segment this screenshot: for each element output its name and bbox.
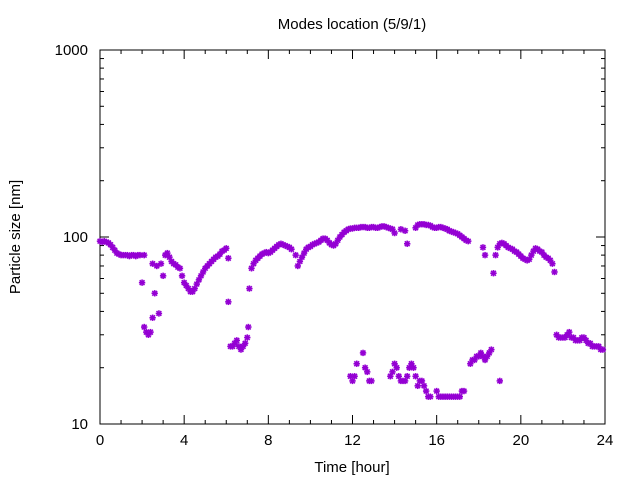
data-point bbox=[149, 314, 156, 321]
data-point bbox=[225, 298, 232, 306]
points-layer bbox=[96, 221, 607, 400]
data-point bbox=[155, 310, 163, 317]
data-point bbox=[359, 349, 367, 357]
data-point bbox=[140, 251, 148, 259]
data-point bbox=[246, 285, 253, 292]
data-point bbox=[351, 373, 358, 380]
x-tick-label: 20 bbox=[512, 432, 529, 449]
data-point bbox=[420, 382, 428, 390]
data-point bbox=[176, 265, 184, 272]
data-point bbox=[422, 387, 430, 395]
y-tick-label: 10 bbox=[71, 416, 88, 433]
x-tick-label: 12 bbox=[344, 432, 361, 449]
data-point bbox=[389, 368, 396, 376]
data-point bbox=[223, 245, 230, 252]
data-point bbox=[157, 260, 165, 267]
data-point bbox=[147, 328, 154, 336]
data-point bbox=[288, 246, 295, 253]
data-point bbox=[368, 377, 375, 385]
data-point bbox=[225, 255, 232, 262]
data-point bbox=[404, 240, 411, 247]
data-point bbox=[244, 334, 251, 341]
data-point bbox=[401, 227, 409, 234]
data-point bbox=[433, 387, 440, 395]
data-point bbox=[178, 272, 186, 280]
data-point bbox=[465, 237, 472, 245]
x-tick-label: 16 bbox=[428, 432, 445, 449]
data-point bbox=[245, 323, 252, 331]
x-tick-label: 0 bbox=[96, 432, 104, 449]
data-point bbox=[292, 251, 299, 259]
data-point bbox=[566, 328, 573, 336]
chart-title: Modes location (5/9/1) bbox=[278, 16, 426, 33]
data-point bbox=[496, 377, 503, 385]
data-point bbox=[490, 270, 497, 277]
data-point bbox=[551, 268, 558, 276]
data-point bbox=[410, 364, 417, 371]
data-point bbox=[241, 340, 249, 347]
data-point bbox=[418, 377, 426, 385]
data-point bbox=[492, 251, 499, 259]
y-tick-label: 100 bbox=[63, 229, 88, 246]
data-point bbox=[412, 373, 419, 380]
x-tick-label: 4 bbox=[180, 432, 188, 449]
ticks-layer: 0 4 8 12 16 20 24 10 100 1000 bbox=[55, 42, 614, 449]
data-point bbox=[140, 323, 148, 331]
x-axis-label: Time [hour] bbox=[314, 459, 389, 476]
data-point bbox=[393, 364, 400, 371]
data-point bbox=[549, 260, 556, 267]
data-point bbox=[138, 279, 146, 286]
data-point bbox=[427, 393, 434, 400]
data-point bbox=[233, 337, 240, 344]
data-point bbox=[404, 373, 411, 380]
data-point bbox=[391, 229, 398, 237]
data-point bbox=[364, 368, 371, 376]
data-point bbox=[159, 272, 167, 280]
x-tick-label: 8 bbox=[264, 432, 272, 449]
x-tick-label: 24 bbox=[597, 432, 614, 449]
data-point bbox=[460, 387, 468, 395]
data-point bbox=[414, 382, 421, 390]
y-tick-label: 1000 bbox=[55, 42, 88, 59]
plot-frame bbox=[99, 49, 606, 425]
data-point bbox=[151, 290, 158, 297]
data-point bbox=[599, 346, 607, 353]
y-axis-label: Particle size [nm] bbox=[7, 180, 24, 294]
data-point bbox=[479, 244, 487, 251]
data-point bbox=[353, 360, 360, 367]
data-point bbox=[488, 346, 495, 353]
data-point bbox=[456, 393, 464, 400]
data-point bbox=[481, 251, 489, 259]
